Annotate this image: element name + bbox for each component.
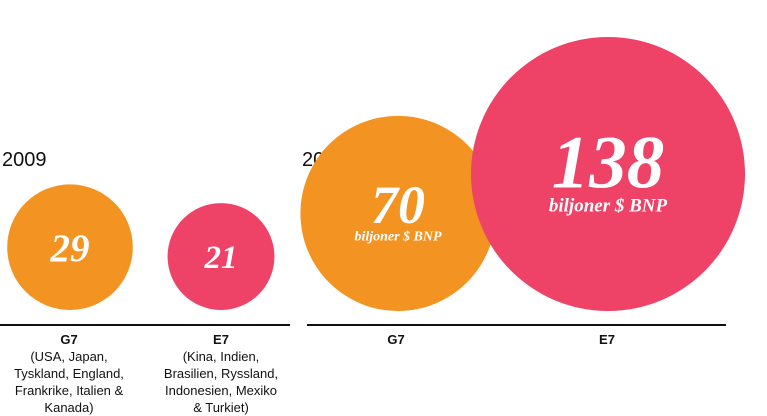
category-description: (USA, Japan, Tyskland, England, Frankrik… bbox=[14, 349, 124, 415]
bubble-unit-2050-e7: biljoner $ BNP bbox=[549, 195, 668, 216]
bubble-value-2009-e7: 21 bbox=[204, 240, 238, 276]
bubble-value-2009-g7: 29 bbox=[50, 227, 90, 270]
bubble-value-2050-e7: 138 bbox=[552, 122, 665, 205]
category-name: G7 bbox=[60, 332, 78, 347]
category-label-2050-e7: E7 bbox=[557, 331, 657, 348]
bubble-value-2050-g7: 70 bbox=[371, 175, 425, 235]
category-label-2009-e7: E7 (Kina, Indien, Brasilien, Ryssland, I… bbox=[150, 331, 292, 416]
category-name: G7 bbox=[387, 332, 405, 347]
category-description: (Kina, Indien, Brasilien, Ryssland, Indo… bbox=[163, 349, 279, 415]
bubble-unit-2050-g7: biljoner $ BNP bbox=[354, 230, 442, 245]
category-label-2009-g7: G7 (USA, Japan, Tyskland, England, Frank… bbox=[0, 331, 138, 416]
year-label-2009: 2009 bbox=[2, 149, 47, 171]
category-name: E7 bbox=[213, 332, 229, 347]
category-label-2050-g7: G7 bbox=[346, 331, 446, 348]
category-name: E7 bbox=[599, 332, 615, 347]
bubble-2009-e7 bbox=[167, 203, 275, 310]
bubble-2050-g7 bbox=[300, 115, 496, 311]
bubble-2009-g7 bbox=[7, 184, 133, 310]
bubble-2050-e7 bbox=[471, 37, 745, 311]
